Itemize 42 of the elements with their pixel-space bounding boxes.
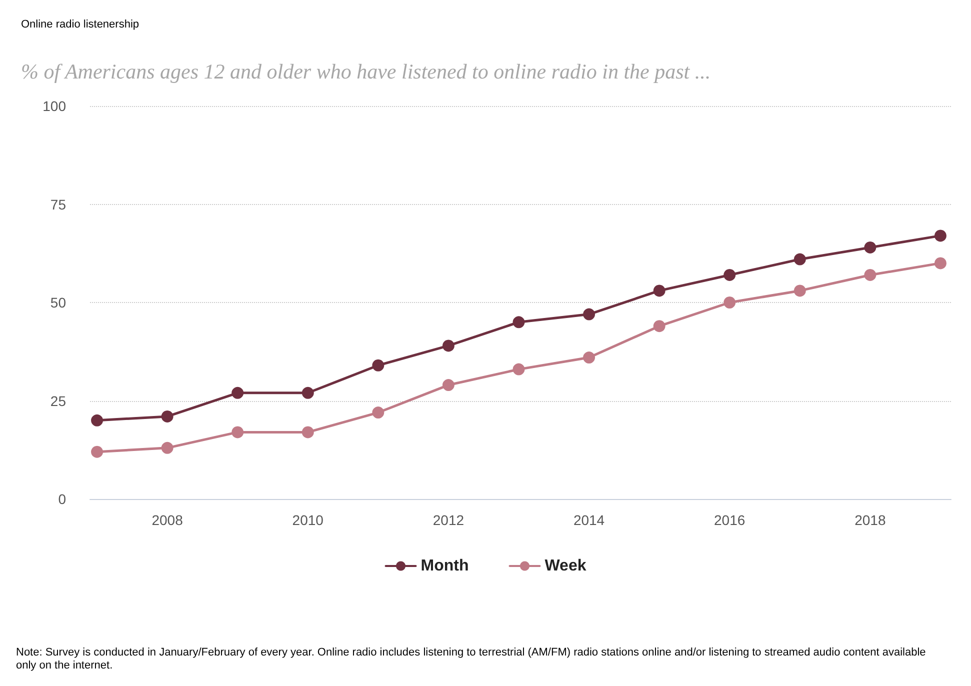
y-tick-label: 75 <box>50 196 66 212</box>
point <box>302 386 314 399</box>
x-tick-label: 2010 <box>292 512 324 528</box>
legend-label: Month <box>420 558 469 574</box>
point <box>91 414 104 426</box>
point <box>161 410 174 422</box>
point <box>653 320 666 332</box>
point <box>161 442 174 454</box>
point <box>512 363 525 376</box>
legend-label: Week <box>544 558 586 574</box>
y-tick-label: 25 <box>50 392 66 409</box>
point <box>442 379 454 392</box>
point <box>583 308 596 320</box>
point <box>934 257 946 270</box>
point <box>864 241 876 254</box>
point <box>372 359 384 372</box>
x-tick-label: 2018 <box>854 512 886 528</box>
x-tick-label: 2012 <box>432 512 464 528</box>
x-tick-label: 2014 <box>573 512 605 528</box>
point <box>794 284 806 297</box>
point <box>232 426 244 438</box>
text: Note: Survey is conducted in January/February of every year. Online radio includes listening to terrestrial (AM/FM) radio stations online and/or listening to streamed audio content available only on the internet. <box>16 646 929 672</box>
point <box>724 268 736 281</box>
point <box>372 406 384 419</box>
y-tick-label: 50 <box>50 294 66 310</box>
chart-subtitle: % of Americans ages 12 and older who have listened to online radio in the past ... <box>21 60 711 84</box>
point <box>232 386 244 399</box>
point <box>653 284 666 297</box>
chart-title: Online radio listenership <box>21 18 140 30</box>
point <box>934 230 946 242</box>
x-tick-label: 2008 <box>152 512 184 528</box>
point <box>442 340 454 352</box>
point <box>512 316 525 328</box>
point <box>302 426 314 438</box>
point <box>864 268 876 281</box>
x-tick-label: 2016 <box>714 512 746 528</box>
point <box>583 352 596 364</box>
y-tick-label: 100 <box>42 98 66 114</box>
point <box>91 446 104 458</box>
point <box>794 253 806 266</box>
point <box>724 296 736 308</box>
y-tick-label: 0 <box>58 491 66 507</box>
